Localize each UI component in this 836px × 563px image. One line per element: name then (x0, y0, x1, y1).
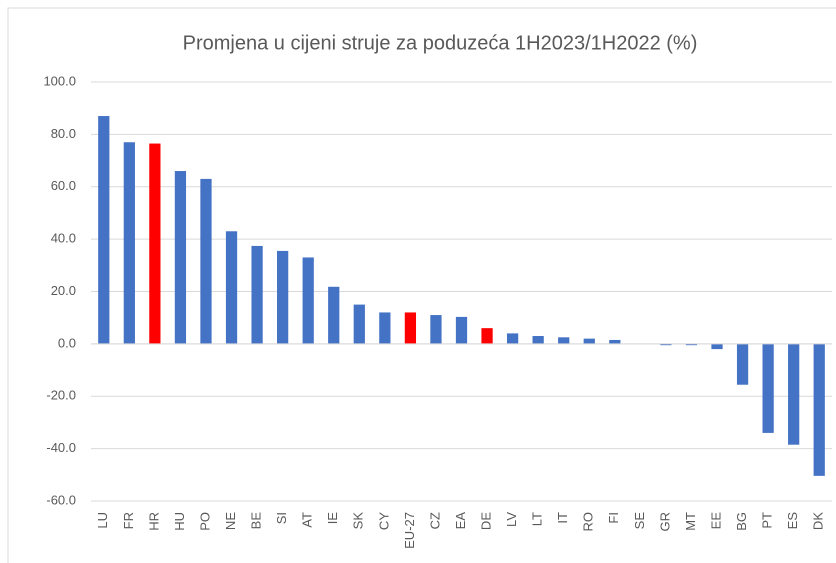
bar (353, 304, 365, 344)
bar (609, 339, 621, 344)
y-tick-label: -40.0 (46, 440, 76, 455)
bar (225, 231, 238, 344)
bar (174, 171, 187, 344)
x-tick-label: RO (581, 512, 596, 532)
x-tick-label: EE (708, 512, 723, 530)
bar (277, 250, 289, 344)
x-tick-label: PO (197, 512, 212, 531)
bar (660, 343, 672, 346)
x-tick-label: DE (478, 512, 493, 530)
bar (685, 343, 698, 346)
y-tick-label: 0.0 (58, 335, 76, 350)
x-tick-label: CZ (427, 512, 442, 529)
bar (200, 178, 212, 344)
bar (251, 245, 263, 344)
x-tick-label: ES (785, 512, 800, 530)
bar (711, 343, 723, 350)
x-tick-label: FI (606, 512, 621, 524)
bar (788, 343, 800, 445)
bar (506, 333, 519, 344)
x-tick-label: LT (530, 512, 545, 526)
bar (481, 328, 493, 344)
x-tick-label: NE (223, 512, 238, 530)
x-tick-label: HR (146, 512, 161, 531)
x-tick-label: AT (300, 512, 315, 528)
x-tick-label: LU (95, 512, 110, 529)
x-tick-label: LV (504, 512, 519, 527)
bar (328, 286, 340, 344)
x-tick-label: IT (555, 512, 570, 524)
bar (302, 257, 314, 344)
bar (762, 343, 774, 433)
x-tick-label: SE (632, 512, 647, 530)
bar (736, 343, 749, 385)
x-tick-label: CY (376, 512, 391, 530)
x-tick-label: FR (121, 512, 136, 529)
y-tick-label: 100.0 (43, 73, 76, 88)
y-tick-label: 80.0 (51, 126, 76, 141)
x-tick-label: SI (274, 512, 289, 524)
y-tick-label: -20.0 (46, 388, 76, 403)
x-tick-label: PT (760, 512, 775, 529)
bar (98, 116, 110, 344)
bar (430, 315, 442, 344)
bar (404, 312, 417, 344)
bar (558, 337, 570, 344)
x-tick-label: HU (172, 512, 187, 531)
x-tick-label: GR (657, 512, 672, 532)
y-tick-label: -60.0 (46, 492, 76, 507)
x-tick-label: EA (453, 512, 468, 530)
bar (455, 316, 468, 344)
y-tick-label: 20.0 (51, 283, 76, 298)
x-tick-label: BG (734, 512, 749, 531)
x-tick-label: MT (683, 512, 698, 531)
bar (532, 336, 544, 344)
chart-title: Promjena u cijeni struje za poduzeća 1H2… (183, 32, 698, 54)
bar (123, 142, 135, 344)
y-tick-label: 40.0 (51, 231, 76, 246)
x-tick-label: EU-27 (402, 512, 417, 549)
x-tick-label: IE (325, 512, 340, 525)
x-tick-label: DK (811, 512, 826, 530)
bar (583, 338, 595, 344)
y-tick-label: 60.0 (51, 178, 76, 193)
chart-border (7, 7, 836, 563)
bar (149, 143, 161, 344)
x-tick-label: BE (249, 512, 264, 530)
bar (813, 343, 825, 476)
bar (379, 312, 391, 344)
x-tick-label: SK (351, 512, 366, 530)
